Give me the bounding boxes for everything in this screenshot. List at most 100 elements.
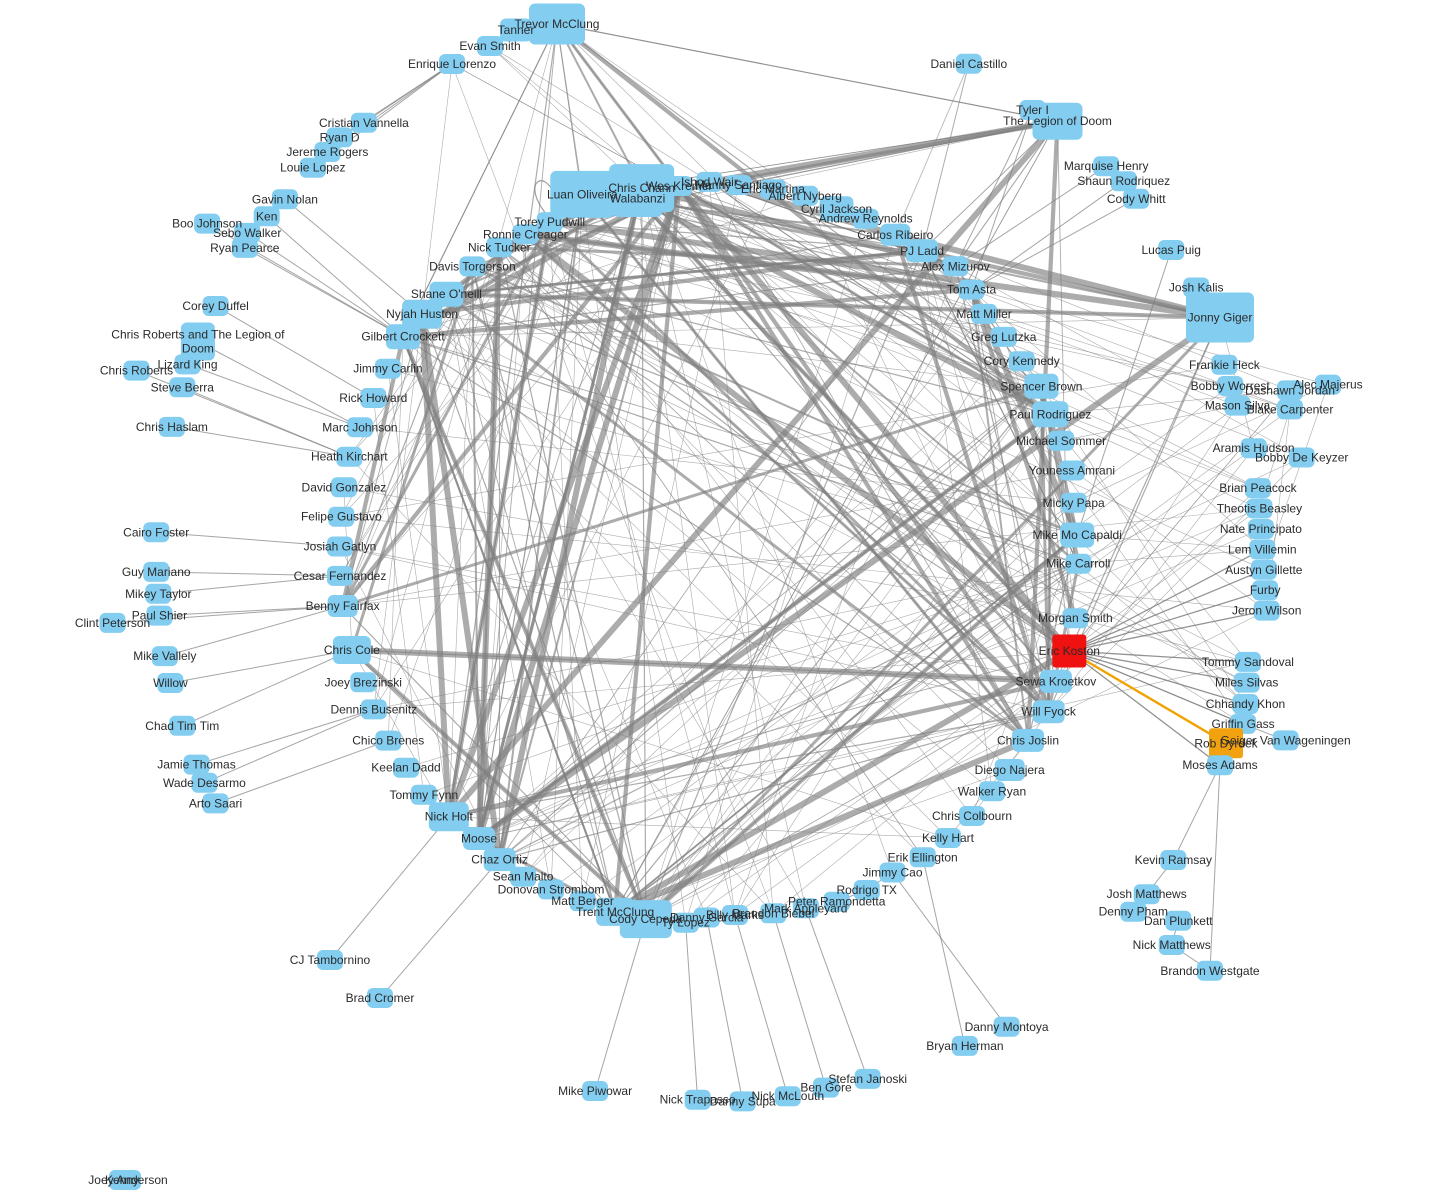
svg-text:Furby: Furby [1250,583,1281,597]
svg-text:Alec Majerus: Alec Majerus [1293,378,1362,392]
svg-text:Nate Principato: Nate Principato [1220,522,1302,536]
svg-text:Michael Sommer: Michael Sommer [1016,434,1106,448]
svg-text:Ronnie Creager: Ronnie Creager [483,227,568,241]
svg-text:Marc Johnson: Marc Johnson [322,420,397,434]
svg-text:Stefan Janoski: Stefan Janoski [828,1072,907,1086]
svg-text:Chad Tim Tim: Chad Tim Tim [145,719,219,733]
svg-text:Nick Matthews: Nick Matthews [1133,938,1211,952]
svg-text:Danny Montoya: Danny Montoya [965,1020,1049,1034]
svg-text:Steve Berra: Steve Berra [151,380,215,394]
svg-text:Spencer Brown: Spencer Brown [1000,379,1082,393]
svg-text:Kelly Hart: Kelly Hart [922,831,975,845]
svg-text:Rodrigo TX: Rodrigo TX [836,883,896,897]
svg-text:Erik Ellington: Erik Ellington [888,850,958,864]
svg-text:Chris Colbourn: Chris Colbourn [932,809,1012,823]
svg-text:Josh Kalis: Josh Kalis [1169,281,1224,295]
svg-text:Mike Piwowar: Mike Piwowar [558,1084,632,1098]
svg-text:Clint Peterson: Clint Peterson [75,616,150,630]
svg-text:Bryan Herman: Bryan Herman [926,1039,1003,1053]
svg-text:Matt Miller: Matt Miller [956,307,1011,321]
svg-text:Brandon Westgate: Brandon Westgate [1160,964,1260,978]
svg-text:Ryan Pearce: Ryan Pearce [210,241,280,255]
svg-text:Mikey Taylor: Mikey Taylor [125,587,191,601]
svg-text:Chaz Ortiz: Chaz Ortiz [471,853,528,867]
svg-text:Chris Roberts: Chris Roberts [100,364,173,378]
svg-text:Jimmy Cao: Jimmy Cao [862,866,922,880]
svg-text:Walker Ryan: Walker Ryan [958,784,1026,798]
svg-text:Evan Smith: Evan Smith [459,39,520,53]
svg-text:David Gonzalez: David Gonzalez [302,480,387,494]
svg-text:Corey Duffel: Corey Duffel [182,299,248,313]
svg-text:Cody Whitt: Cody Whitt [1107,192,1166,206]
svg-text:Josiah Gatlyn: Josiah Gatlyn [304,540,377,554]
svg-text:Eric Koston: Eric Koston [1039,644,1100,658]
svg-text:Joey Anderson: Joey Anderson [88,1173,167,1187]
svg-text:Cristian Vannella: Cristian Vannella [319,116,409,130]
svg-text:Heath Kirchart: Heath Kirchart [311,450,388,464]
svg-text:Guy Mariano: Guy Mariano [122,565,191,579]
svg-text:Eric Martina: Eric Martina [741,182,805,196]
svg-text:Jamie Thomas: Jamie Thomas [157,758,235,772]
svg-text:Marquise Henry: Marquise Henry [1064,159,1149,173]
svg-text:Ryan D: Ryan D [320,130,360,144]
svg-text:Blake Carpenter: Blake Carpenter [1247,402,1334,416]
svg-text:Chris Joslin: Chris Joslin [997,733,1059,747]
svg-text:Louie Lopez: Louie Lopez [280,161,345,175]
svg-text:CJ Tambornino: CJ Tambornino [290,953,371,967]
svg-text:Benny Fairfax: Benny Fairfax [306,599,380,613]
svg-text:Jeron Wilson: Jeron Wilson [1232,604,1301,618]
svg-text:Daniel Castillo: Daniel Castillo [930,57,1007,71]
svg-text:Tommy Fynn: Tommy Fynn [389,788,458,802]
svg-text:Mike Mo Capaldi: Mike Mo Capaldi [1033,528,1122,542]
svg-text:The Legion of Doom: The Legion of Doom [1003,114,1112,128]
svg-text:Josh Matthews: Josh Matthews [1107,887,1187,901]
svg-text:Will Fyock: Will Fyock [1021,705,1077,719]
svg-text:Nick Holt: Nick Holt [425,810,474,824]
svg-text:Chris Cole: Chris Cole [324,643,380,657]
svg-text:Lucas Puig: Lucas Puig [1142,243,1201,257]
svg-text:Nyjah Huston: Nyjah Huston [386,307,458,321]
svg-text:Mike Carroll: Mike Carroll [1046,557,1110,571]
svg-text:Cesar Fernandez: Cesar Fernandez [294,569,387,583]
svg-text:Enrique Lorenzo: Enrique Lorenzo [408,57,496,71]
svg-text:Cory Kennedy: Cory Kennedy [984,354,1060,368]
svg-text:Andrew Reynolds: Andrew Reynolds [819,212,913,226]
svg-text:Dan Plunkett: Dan Plunkett [1144,914,1213,928]
svg-text:Youness Amrani: Youness Amrani [1029,464,1115,478]
svg-text:Frankie Heck: Frankie Heck [1189,358,1261,372]
svg-text:Diego Najera: Diego Najera [975,763,1045,777]
svg-text:Gavin Nolan: Gavin Nolan [252,192,318,206]
svg-text:Gilbert Crockett: Gilbert Crockett [361,330,445,344]
svg-text:Dennis Busenitz: Dennis Busenitz [330,702,417,716]
svg-text:Moses Adams: Moses Adams [1182,758,1257,772]
svg-text:Theotis Beasley: Theotis Beasley [1217,502,1302,516]
svg-text:Morgan Smith: Morgan Smith [1038,611,1113,625]
svg-text:Geiger Van Wageningen: Geiger Van Wageningen [1221,733,1351,747]
svg-text:Rick Howard: Rick Howard [339,391,407,405]
svg-text:Felipe Gustavo: Felipe Gustavo [301,510,382,524]
svg-text:Jimmy Carlin: Jimmy Carlin [353,362,422,376]
svg-text:Griffin Gass: Griffin Gass [1212,717,1275,731]
svg-text:Paul Rodriguez: Paul Rodriguez [1009,407,1091,421]
svg-text:Kevin Ramsay: Kevin Ramsay [1135,853,1212,867]
svg-text:Chhandy Khon: Chhandy Khon [1206,697,1285,711]
svg-text:Lem Villemin: Lem Villemin [1228,542,1296,556]
svg-text:Moose: Moose [461,832,497,846]
svg-text:Chris Roberts and The Legion o: Chris Roberts and The Legion of Doom [111,328,285,356]
svg-text:Sewa Kroetkov: Sewa Kroetkov [1016,674,1097,688]
svg-text:Trevor McClung: Trevor McClung [515,17,600,31]
svg-text:Davis Torgerson: Davis Torgerson [429,259,515,273]
svg-text:Alex Mizurov: Alex Mizurov [921,259,990,273]
svg-text:Jonny Giger: Jonny Giger [1188,311,1253,325]
svg-text:Greg Lutzka: Greg Lutzka [971,330,1037,344]
svg-text:Carlos Ribeiro: Carlos Ribeiro [857,228,933,242]
svg-text:Mike Vallely: Mike Vallely [133,649,196,663]
svg-text:Luan Oliveira: Luan Oliveira [547,187,618,201]
svg-text:Arto Saari: Arto Saari [189,796,242,810]
svg-text:Jereme Rogers: Jereme Rogers [286,145,368,159]
svg-text:Nick Tucker: Nick Tucker [468,240,531,254]
svg-text:Austyn Gillette: Austyn Gillette [1225,563,1303,577]
svg-text:Brian Peacock: Brian Peacock [1219,481,1297,495]
svg-text:Shane O'neill: Shane O'neill [411,287,482,301]
svg-text:Tom Asta: Tom Asta [947,283,997,297]
